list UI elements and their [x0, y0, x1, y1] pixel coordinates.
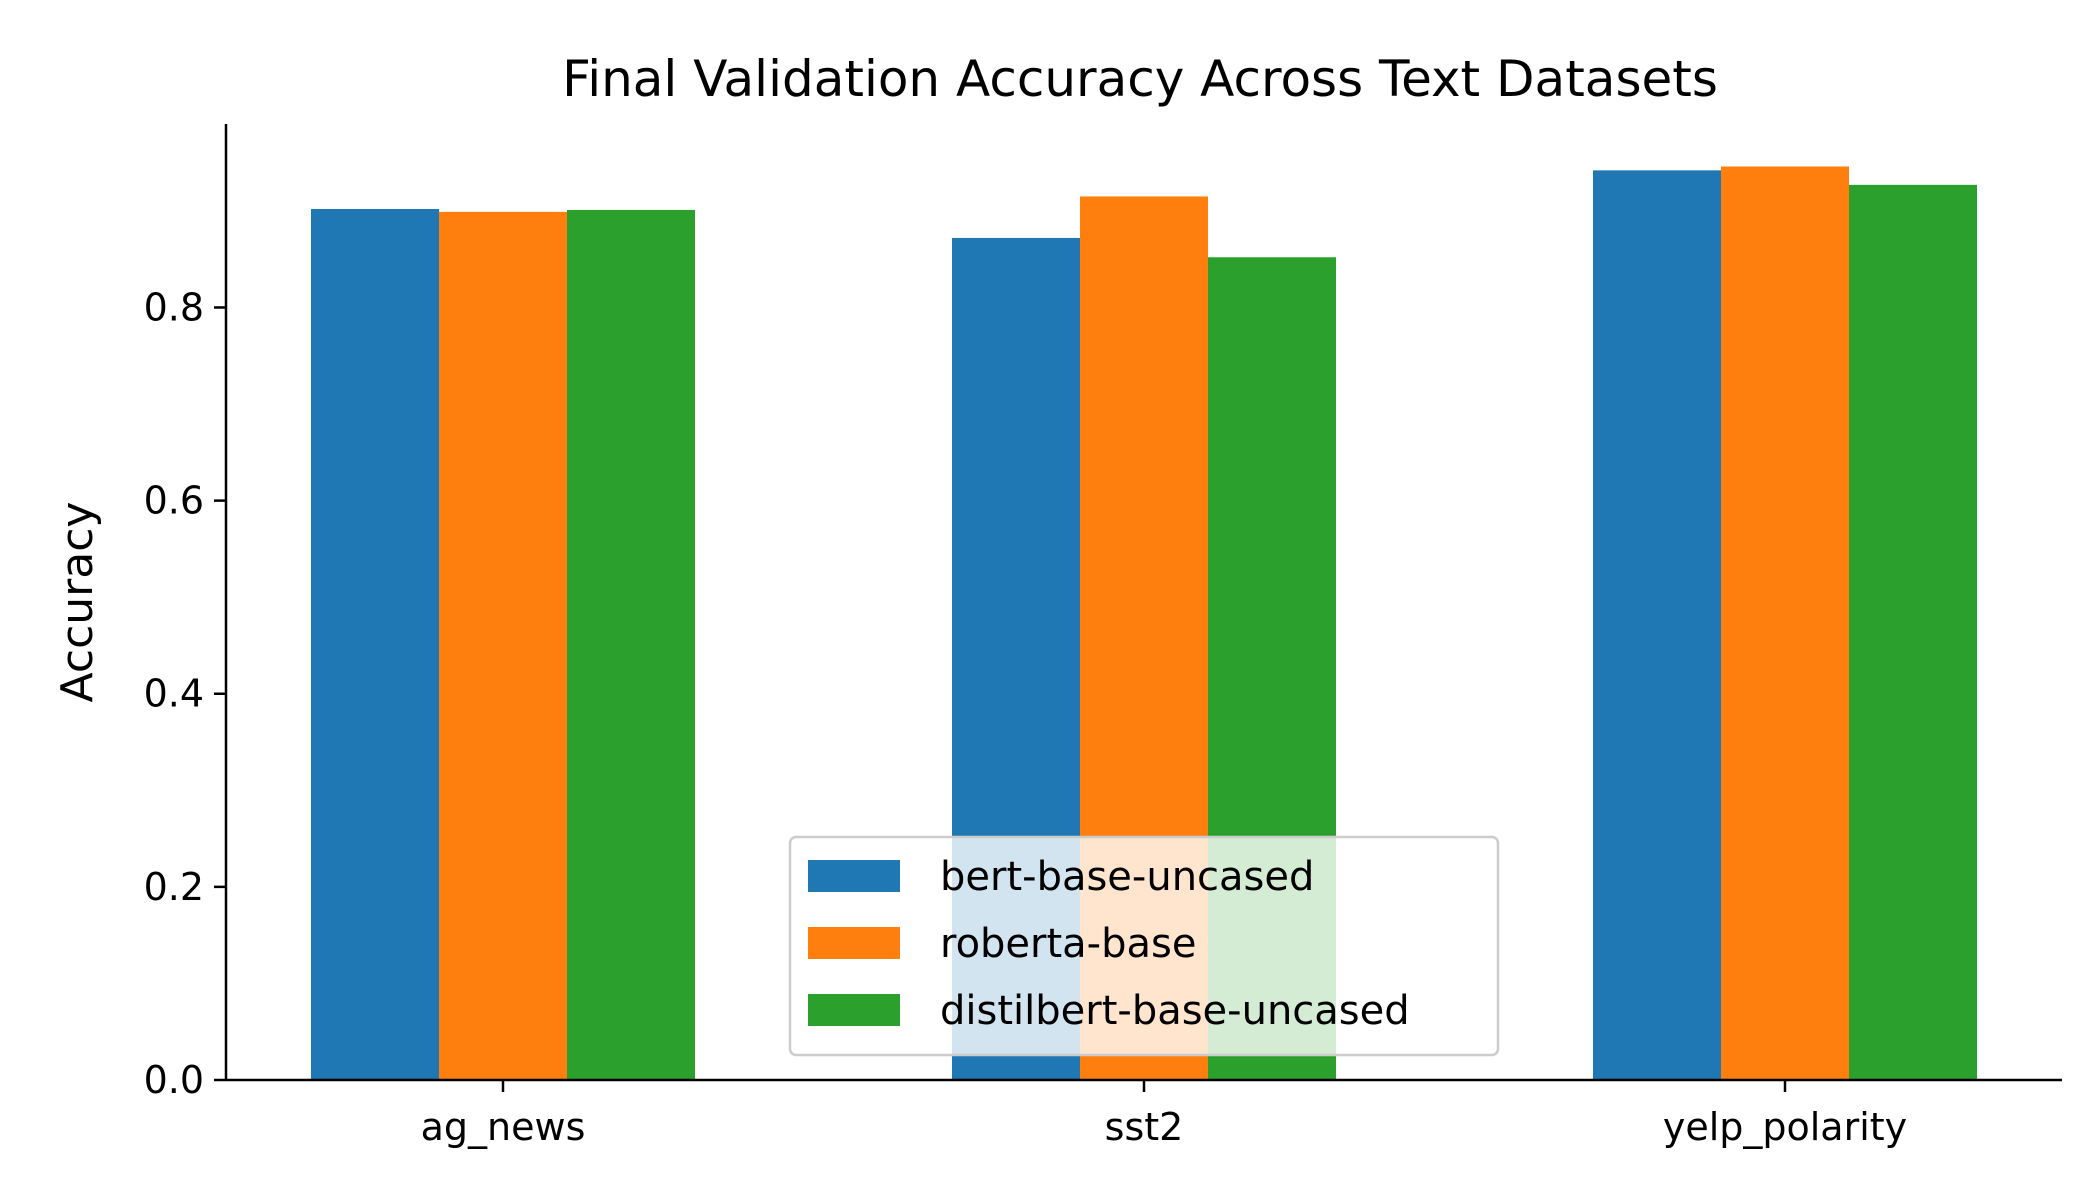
legend-box: [788, 835, 1500, 1057]
bar-ag_news-roberta-base: [439, 211, 567, 1080]
legend-swatch-distilbert-base-uncased: [808, 994, 900, 1026]
legend-label-bert-base-uncased: bert-base-uncased: [940, 854, 1314, 900]
bar-yelp_polarity-roberta-base: [1721, 166, 1849, 1080]
legend: bert-base-uncased roberta-base distilbert-…: [788, 835, 1500, 1057]
y-axis-label: Accuracy: [52, 502, 103, 703]
legend-swatch-bert-base-uncased: [808, 860, 900, 892]
bar-ag_news-distilbert-base-uncased: [567, 209, 695, 1081]
y-tick-label: 0.2: [144, 865, 204, 909]
bar-yelp_polarity-bert-base-uncased: [1593, 170, 1721, 1081]
x-tick-label: ag_news: [421, 1105, 586, 1149]
x-tick-label: yelp_polarity: [1663, 1105, 1907, 1149]
y-tick-label: 0.4: [144, 672, 204, 716]
legend-label-roberta-base: roberta-base: [940, 921, 1196, 967]
chart-title: Final Validation Accuracy Across Text Da…: [562, 50, 1718, 108]
bar-ag_news-bert-base-uncased: [311, 208, 439, 1080]
y-tick-label: 0.6: [144, 479, 204, 523]
x-tick-label: sst2: [1105, 1105, 1184, 1149]
bar-yelp_polarity-distilbert-base-uncased: [1849, 184, 1977, 1080]
ticks-group: ag_news sst2 yelp_polarity 0.0 0.2 0.4 0.6 0.8: [144, 285, 1908, 1149]
y-tick-label: 0.0: [144, 1058, 204, 1102]
legend-swatch-roberta-base: [808, 927, 900, 959]
y-tick-label: 0.8: [144, 285, 204, 329]
legend-label-distilbert-base-uncased: distilbert-base-uncased: [940, 988, 1410, 1034]
